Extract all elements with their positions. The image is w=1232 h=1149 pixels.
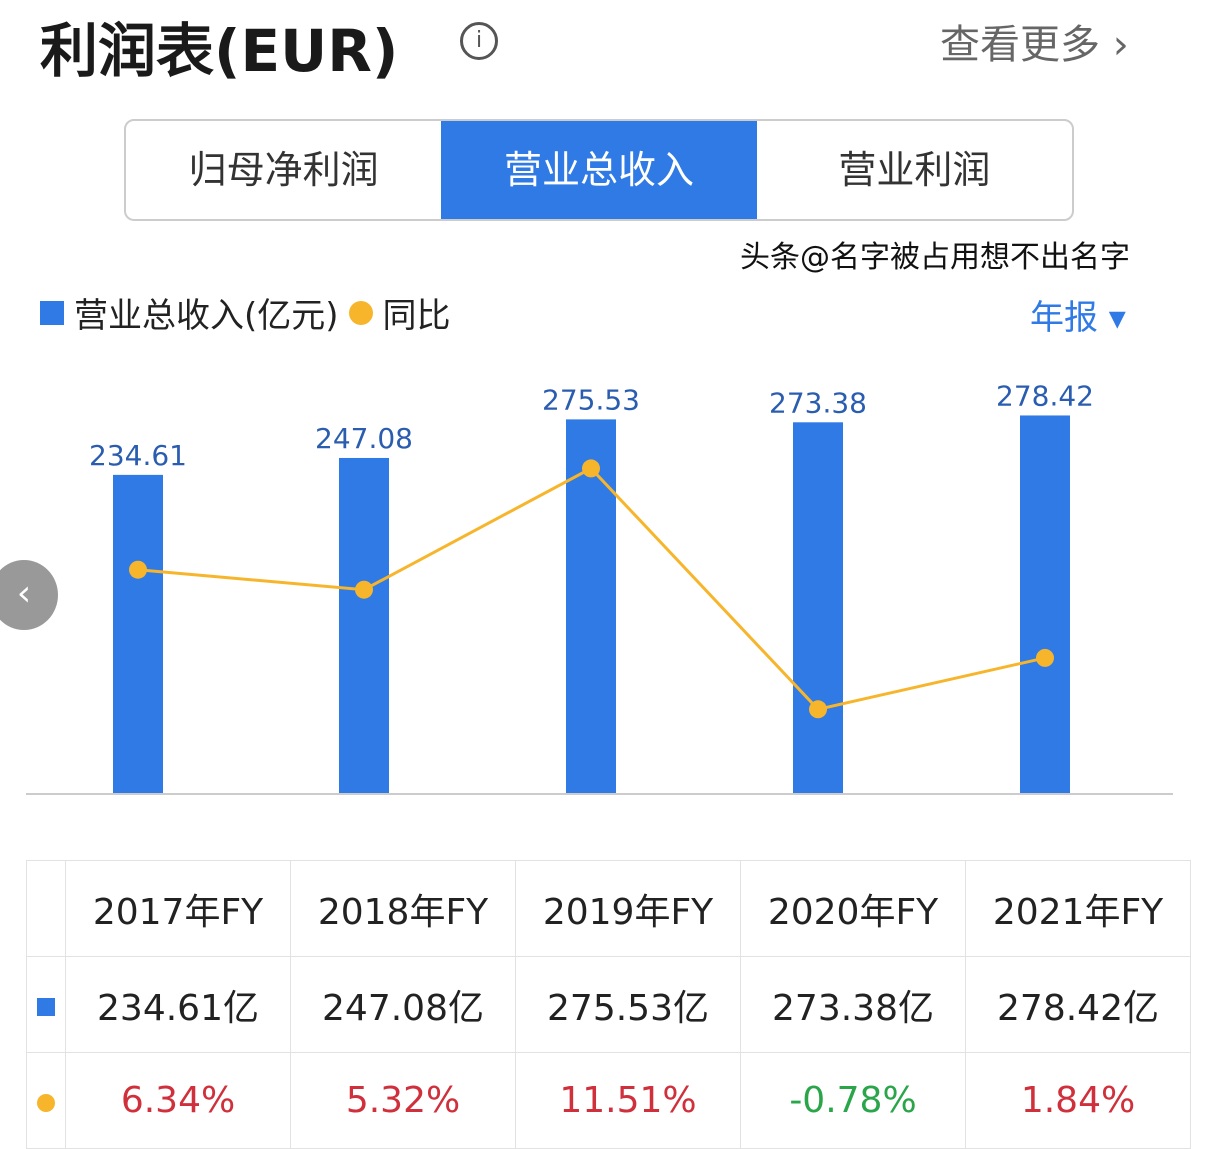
bar [566, 419, 616, 793]
tab-bar: 归母净利润 营业总收入 营业利润 [124, 119, 1074, 221]
view-more-link[interactable]: 查看更多 › [940, 22, 1129, 68]
yoy-cell: 5.32% [290, 1052, 516, 1149]
tab-revenue[interactable]: 营业总收入 [441, 121, 757, 219]
revenue-cell: 247.08亿 [290, 956, 516, 1053]
bar-data-label: 234.61 [89, 439, 187, 472]
page-title: 利润表(EUR) [40, 17, 399, 85]
yoy-point [1036, 648, 1054, 667]
tab-net-profit[interactable]: 归母净利润 [188, 148, 379, 192]
bar [1020, 415, 1070, 793]
bar [793, 422, 843, 793]
bar-legend-icon [40, 300, 64, 325]
col-header: 2020年FY [740, 860, 966, 957]
data-table: 2017年FY 2018年FY 2019年FY 2020年FY 2021年FY … [26, 860, 1191, 1149]
legend-line-label: 同比 [382, 296, 451, 336]
revenue-cell: 234.61亿 [65, 956, 291, 1053]
yoy-cell: -0.78% [740, 1052, 966, 1149]
bar-data-label: 247.08 [315, 422, 413, 455]
prev-arrow-button[interactable]: ‹ [0, 560, 58, 630]
col-header: 2017年FY [65, 860, 291, 957]
yoy-cell: 11.51% [515, 1052, 741, 1149]
yoy-point [582, 459, 600, 478]
yoy-cell: 6.34% [65, 1052, 291, 1149]
period-dropdown[interactable]: 年报 ▾ [1030, 298, 1126, 338]
yoy-point [355, 580, 373, 599]
bar-series-icon [37, 998, 55, 1016]
watermark: 头条@名字被占用想不出名字 [740, 240, 1130, 275]
revenue-cell: 275.53亿 [515, 956, 741, 1053]
bar-data-label: 273.38 [769, 386, 867, 419]
line-legend-icon [348, 300, 373, 325]
bar [113, 474, 163, 793]
yoy-point [809, 700, 827, 719]
bar-data-label: 278.42 [996, 379, 1094, 412]
legend: 营业总收入(亿元) 同比 [40, 288, 451, 337]
bar [339, 457, 389, 793]
line-series-icon [37, 1094, 55, 1112]
col-header: 2019年FY [515, 860, 741, 957]
col-header: 2021年FY [965, 860, 1191, 957]
chart: 234.61 247.08 275.53 273.38 278.42 [26, 379, 1173, 795]
info-icon[interactable]: i [460, 22, 498, 60]
yoy-cell: 1.84% [965, 1052, 1191, 1149]
tab-operating-profit[interactable]: 营业利润 [838, 148, 991, 192]
bar-data-label: 275.53 [542, 383, 640, 416]
yoy-point [129, 560, 147, 579]
revenue-cell: 273.38亿 [740, 956, 966, 1053]
col-header: 2018年FY [290, 860, 516, 957]
legend-bar-label: 营业总收入(亿元) [74, 296, 339, 336]
revenue-cell: 278.42亿 [965, 956, 1191, 1053]
